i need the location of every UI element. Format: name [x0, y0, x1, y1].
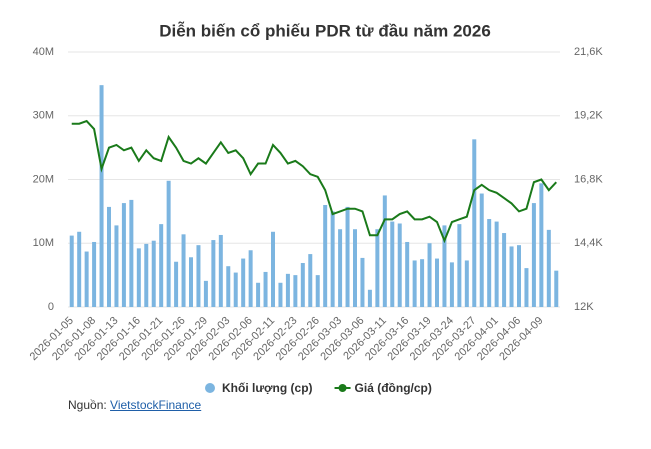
legend-swatch	[338, 384, 347, 392]
legend-label: Giá (đồng/cp)	[355, 381, 432, 395]
bar	[353, 229, 357, 307]
bar	[233, 272, 238, 307]
bar	[397, 223, 402, 307]
bar	[435, 258, 439, 307]
bar	[539, 183, 544, 307]
bar	[293, 275, 298, 307]
bar	[285, 273, 290, 307]
tick-label: 16,8K	[574, 173, 603, 185]
source: Nguồn: VietstockFinance	[68, 398, 201, 412]
bar	[390, 221, 395, 307]
bar	[345, 206, 350, 307]
tick-label: 20M	[33, 173, 54, 185]
legend-swatch	[205, 383, 215, 393]
bar	[502, 233, 507, 307]
bar	[263, 271, 268, 307]
bar	[114, 225, 119, 307]
bar	[99, 85, 104, 308]
bar	[77, 231, 82, 307]
bar	[300, 263, 305, 307]
bar	[121, 203, 126, 307]
bar	[189, 257, 193, 307]
bar	[129, 199, 134, 307]
bar	[166, 180, 171, 307]
bar	[159, 224, 164, 307]
bar	[203, 280, 208, 307]
bar	[211, 240, 216, 307]
tick-label: 21,6K	[574, 46, 603, 58]
tick-label: 10M	[33, 237, 54, 249]
bar	[196, 245, 201, 307]
bar	[308, 254, 313, 307]
bar	[449, 262, 454, 307]
bar	[218, 234, 223, 307]
bar	[442, 225, 447, 307]
bar	[524, 268, 529, 307]
source-link[interactable]: VietstockFinance	[110, 398, 202, 412]
bar	[531, 203, 536, 307]
tick-label: 0	[48, 301, 54, 313]
bar	[174, 261, 179, 307]
bar	[367, 289, 372, 307]
bar	[226, 266, 231, 307]
bar	[271, 231, 275, 307]
bar	[241, 258, 246, 307]
bar	[256, 282, 261, 307]
bar	[427, 243, 432, 307]
bar	[382, 195, 387, 307]
chart-title: Diễn biến cổ phiếu PDR từ đầu năm 2026	[159, 21, 491, 40]
bar	[375, 229, 380, 307]
bar	[479, 193, 484, 307]
bar	[338, 229, 343, 307]
tick-label: 40M	[33, 46, 54, 58]
bar	[144, 243, 149, 307]
tick-label: 30M	[33, 110, 54, 122]
bar	[457, 224, 462, 307]
tick-label: 14,4K	[574, 237, 603, 249]
bar	[315, 275, 320, 307]
bar	[107, 206, 111, 307]
bar	[323, 205, 328, 307]
price-line	[71, 119, 558, 244]
bar	[278, 282, 283, 307]
bar	[412, 260, 417, 307]
bar	[69, 235, 74, 307]
bar	[546, 229, 551, 307]
bar	[181, 234, 186, 307]
bar	[136, 248, 141, 307]
bar	[554, 270, 559, 307]
bar	[84, 251, 89, 307]
bar	[360, 257, 365, 307]
bar	[472, 139, 477, 307]
bar	[420, 259, 425, 307]
bar	[464, 260, 469, 307]
bar	[330, 211, 335, 307]
bar	[487, 219, 492, 307]
tick-label: 12K	[574, 301, 594, 313]
bar	[92, 241, 97, 307]
bar	[405, 241, 410, 307]
bar	[509, 246, 514, 307]
source-label: Nguồn:	[68, 398, 107, 412]
bar	[248, 250, 253, 307]
bar	[151, 240, 156, 307]
tick-label: 19,2K	[574, 110, 603, 122]
bar	[494, 221, 499, 307]
bar	[517, 245, 521, 307]
legend-label: Khối lượng (cp)	[222, 381, 313, 395]
